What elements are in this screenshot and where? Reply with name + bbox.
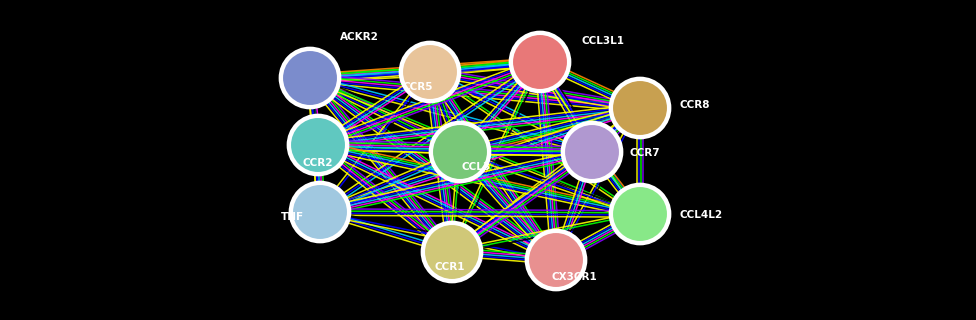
Ellipse shape [282, 50, 338, 106]
Text: CCR2: CCR2 [303, 158, 333, 168]
Ellipse shape [609, 183, 671, 245]
Ellipse shape [402, 44, 458, 100]
Text: CCR8: CCR8 [680, 100, 711, 110]
Ellipse shape [424, 224, 480, 280]
Ellipse shape [609, 76, 671, 140]
Ellipse shape [612, 186, 668, 242]
Ellipse shape [292, 184, 348, 240]
Ellipse shape [560, 121, 624, 183]
Text: CCR1: CCR1 [434, 262, 466, 272]
Ellipse shape [512, 34, 568, 90]
Ellipse shape [528, 232, 584, 288]
Ellipse shape [278, 47, 342, 109]
Text: CCR7: CCR7 [630, 148, 661, 158]
Ellipse shape [428, 121, 491, 183]
Ellipse shape [289, 180, 351, 243]
Ellipse shape [287, 114, 349, 176]
Text: CCL4L2: CCL4L2 [680, 210, 723, 220]
Text: CCR5: CCR5 [403, 82, 433, 92]
Ellipse shape [564, 124, 620, 180]
Text: ACKR2: ACKR2 [340, 32, 379, 42]
Text: CCL3: CCL3 [462, 162, 491, 172]
Ellipse shape [612, 80, 668, 136]
Ellipse shape [398, 41, 462, 103]
Ellipse shape [508, 31, 571, 93]
Text: TNF: TNF [281, 212, 304, 222]
Ellipse shape [290, 117, 346, 173]
Text: CCL3L1: CCL3L1 [582, 36, 625, 46]
Text: CX3CR1: CX3CR1 [551, 272, 597, 282]
Ellipse shape [432, 124, 488, 180]
Ellipse shape [421, 221, 483, 284]
Ellipse shape [525, 228, 588, 291]
